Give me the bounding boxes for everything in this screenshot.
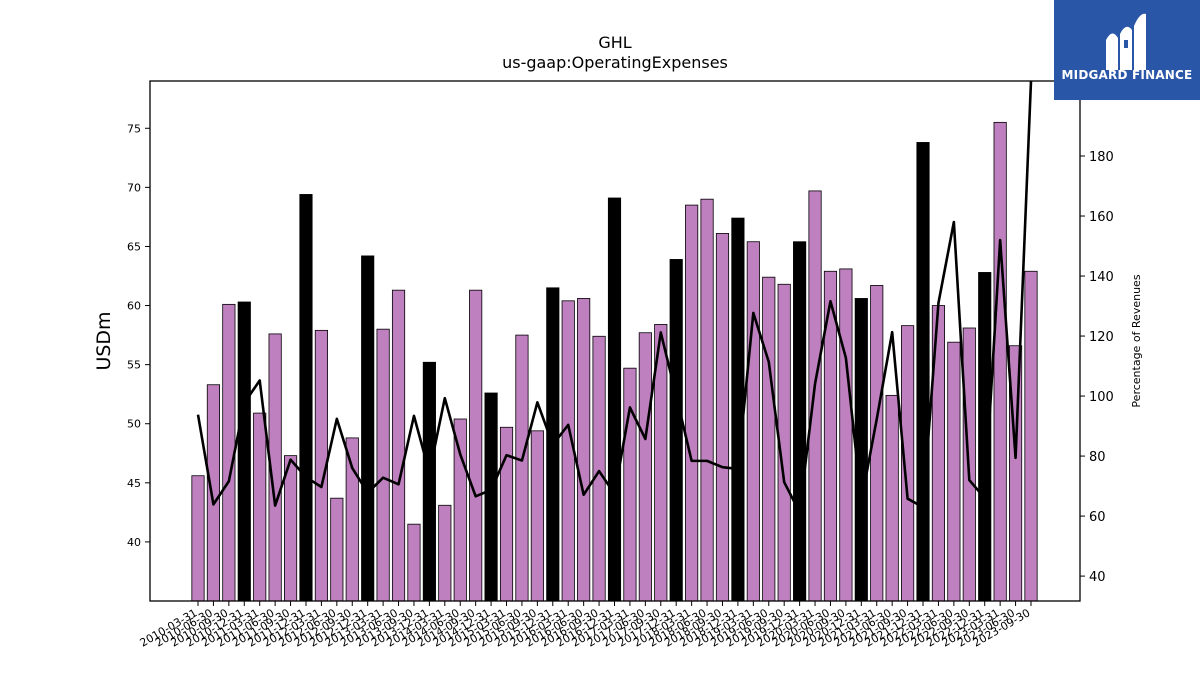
bar-2019-12-31 xyxy=(793,241,807,602)
y2-tick-label: 40 xyxy=(1089,570,1106,585)
bar-2022-06-30 xyxy=(947,341,961,602)
bar-2010-06-30 xyxy=(206,384,220,602)
y2-tick-label: 180 xyxy=(1089,150,1114,165)
y-tick-label: 75 xyxy=(127,122,141,135)
bar-2012-06-30 xyxy=(330,497,344,602)
bar-2015-03-31 xyxy=(499,426,514,602)
y2-tick-label: 80 xyxy=(1089,450,1106,465)
bar-2013-06-30 xyxy=(391,289,406,602)
bar-2016-06-30 xyxy=(577,298,591,602)
bar-2010-03-31 xyxy=(191,475,205,602)
y2-axis-label: Percentage of Revenues xyxy=(1130,274,1143,407)
bar-2018-09-30 xyxy=(715,233,730,602)
bar-2015-09-30 xyxy=(530,430,544,602)
percentage-line xyxy=(196,81,1033,514)
bar-2013-12-31 xyxy=(422,361,436,602)
y-tick-label: 40 xyxy=(127,536,141,549)
y-axis-right: 40 60 80 100 120 140 160 180 xyxy=(1080,150,1114,585)
line-group xyxy=(196,81,1033,514)
bar-2019-03-31 xyxy=(746,241,760,602)
y2-tick-label: 100 xyxy=(1089,390,1114,405)
y-tick-label: 50 xyxy=(127,418,141,431)
chart-subtitle: us-gaap:OperatingExpenses xyxy=(502,53,728,72)
x-axis: 2010-03-312010-06-302010-09-302010-12-31… xyxy=(138,601,1033,650)
logo-text: MIDGARD FINANCE xyxy=(1061,68,1193,82)
bar-2018-03-31 xyxy=(685,204,699,602)
bar-2016-09-30 xyxy=(592,335,606,602)
bar-2011-03-31 xyxy=(253,412,267,602)
bar-2023-09-30 xyxy=(1024,270,1038,602)
bar-2012-12-31 xyxy=(361,255,375,602)
bar-2021-06-30 xyxy=(885,394,899,602)
y2-tick-label: 140 xyxy=(1089,270,1114,285)
y2-tick-label: 60 xyxy=(1089,510,1106,525)
y-tick-label: 65 xyxy=(127,240,141,253)
bar-2014-03-31 xyxy=(438,504,452,602)
bar-2019-06-30 xyxy=(762,276,776,602)
bar-2010-12-31 xyxy=(237,301,251,602)
bar-2017-03-31 xyxy=(623,367,637,602)
y-tick-label: 70 xyxy=(127,181,141,194)
y2-tick-label: 120 xyxy=(1089,330,1114,345)
bar-2023-03-31 xyxy=(993,121,1007,602)
bar-2015-06-30 xyxy=(515,334,529,602)
bar-2011-12-31 xyxy=(299,194,313,602)
y-axis-label: USDm xyxy=(93,311,115,370)
bar-2018-06-30 xyxy=(700,198,714,602)
bar-2012-09-30 xyxy=(345,437,359,602)
bar-2014-12-31 xyxy=(484,392,498,602)
bar-2017-12-31 xyxy=(669,259,683,602)
bar-2016-12-31 xyxy=(607,197,622,602)
chart-title: GHL xyxy=(598,33,631,52)
y-tick-label: 60 xyxy=(127,300,141,313)
y2-tick-label: 160 xyxy=(1089,210,1114,225)
bar-2013-09-30 xyxy=(407,523,421,602)
logo-mark-icon xyxy=(1106,13,1146,70)
bar-2021-12-31 xyxy=(916,142,930,602)
y-axis-left: 40 45 50 55 60 65 70 75 xyxy=(127,122,150,549)
bar-2014-06-30 xyxy=(453,418,467,602)
bars-group xyxy=(191,121,1038,602)
bar-2020-09-30 xyxy=(839,268,853,602)
y-tick-label: 45 xyxy=(127,477,141,490)
y-tick-label: 55 xyxy=(127,359,141,372)
bar-2016-03-31 xyxy=(561,300,575,602)
bar-2018-12-31 xyxy=(731,217,745,602)
bar-2020-03-31 xyxy=(808,190,822,602)
bar-2011-09-30 xyxy=(283,455,298,602)
bar-2017-06-30 xyxy=(638,332,652,602)
bar-2014-09-30 xyxy=(469,289,483,602)
brand-logo: MIDGARD FINANCE xyxy=(1054,0,1200,100)
bar-2013-03-31 xyxy=(376,328,390,602)
